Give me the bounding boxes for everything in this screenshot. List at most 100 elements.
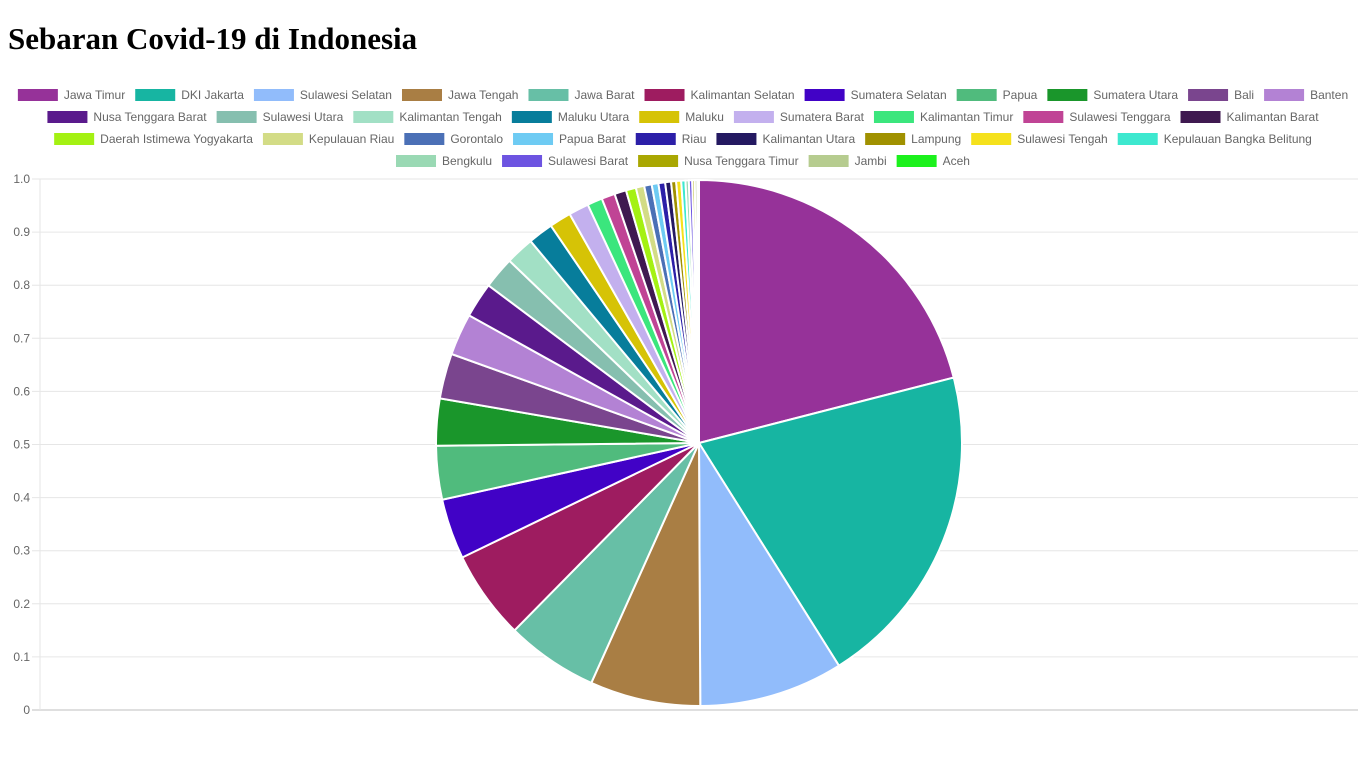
legend-label: Bali (1234, 88, 1254, 102)
legend-swatch (638, 155, 679, 167)
legend-item-sulawesi-utara[interactable]: Sulawesi Utara (216, 110, 344, 124)
legend-label: Maluku Utara (558, 110, 630, 124)
legend-label: Jawa Tengah (448, 88, 519, 102)
y-tick-label: 0.8 (13, 278, 30, 292)
legend-label: Kalimantan Timur (920, 110, 1013, 124)
legend-swatch (1180, 111, 1221, 123)
legend-swatch (353, 111, 394, 123)
legend-swatch (1117, 133, 1158, 145)
legend-swatch (635, 133, 676, 145)
legend-item-kepulauan-bangka-belitung[interactable]: Kepulauan Bangka Belitung (1117, 132, 1312, 146)
pie-slice-aceh[interactable] (696, 178, 700, 444)
legend-item-jawa-timur[interactable]: Jawa Timur (17, 88, 125, 102)
y-tick-label: 0.9 (13, 225, 30, 239)
legend-swatch (54, 133, 95, 145)
legend-item-kalimantan-selatan[interactable]: Kalimantan Selatan (644, 88, 795, 102)
legend-swatch (135, 89, 176, 101)
pie-slices (434, 178, 963, 708)
legend-swatch (644, 89, 685, 101)
legend-swatch (639, 111, 680, 123)
legend-label: Kalimantan Tengah (399, 110, 502, 124)
legend-item-sulawesi-tenggara[interactable]: Sulawesi Tenggara (1023, 110, 1171, 124)
legend-item-kalimantan-tengah[interactable]: Kalimantan Tengah (353, 110, 502, 124)
legend-label: Sumatera Barat (780, 110, 865, 124)
legend-swatch (1264, 89, 1305, 101)
legend-swatch (216, 111, 257, 123)
legend-swatch (1023, 111, 1064, 123)
legend-item-jawa-tengah[interactable]: Jawa Tengah (401, 88, 519, 102)
legend-swatch (733, 111, 774, 123)
legend-item-kepulauan-riau[interactable]: Kepulauan Riau (262, 132, 394, 146)
y-tick-label: 0.4 (13, 491, 30, 505)
legend-label: Banten (1310, 88, 1348, 102)
legend-item-nusa-tenggara-timur[interactable]: Nusa Tenggara Timur (638, 154, 799, 168)
legend-item-daerah-istimewa-yogyakarta[interactable]: Daerah Istimewa Yogyakarta (54, 132, 253, 146)
legend-item-sumatera-utara[interactable]: Sumatera Utara (1047, 88, 1178, 102)
legend-item-maluku[interactable]: Maluku (639, 110, 724, 124)
legend-label: Sulawesi Utara (263, 110, 344, 124)
legend-item-kalimantan-timur[interactable]: Kalimantan Timur (873, 110, 1013, 124)
legend-label: Sulawesi Tenggara (1069, 110, 1171, 124)
legend-swatch (17, 89, 58, 101)
legend-item-jawa-barat[interactable]: Jawa Barat (528, 88, 635, 102)
legend-label: Bengkulu (442, 154, 492, 168)
legend-label: Nusa Tenggara Barat (93, 110, 207, 124)
pie-slice-sulawesi-selatan[interactable] (697, 439, 841, 708)
legend-item-gorontalo[interactable]: Gorontalo (404, 132, 503, 146)
legend-item-maluku-utara[interactable]: Maluku Utara (511, 110, 630, 124)
page-title: Sebaran Covid-19 di Indonesia (8, 21, 418, 56)
legend-swatch (971, 133, 1012, 145)
legend-label: Jambi (855, 154, 887, 168)
legend-item-sumatera-selatan[interactable]: Sumatera Selatan (804, 88, 947, 102)
legend-item-papua[interactable]: Papua (956, 88, 1038, 102)
legend-label: Jawa Barat (574, 88, 635, 102)
pie-slice-jawa-timur[interactable] (698, 178, 955, 445)
legend-swatch (401, 89, 442, 101)
y-tick-label: 0.7 (13, 331, 30, 345)
legend-label: Jawa Timur (64, 88, 125, 102)
legend-swatch (253, 89, 294, 101)
y-tick-label: 0.1 (13, 650, 30, 664)
legend-label: Sulawesi Tengah (1017, 132, 1108, 146)
legend-label: Lampung (911, 132, 961, 146)
legend-swatch (513, 133, 554, 145)
legend-label: Gorontalo (450, 132, 503, 146)
legend-item-sumatera-barat[interactable]: Sumatera Barat (733, 110, 865, 124)
legend-label: Sulawesi Barat (548, 154, 629, 168)
legend-item-sulawesi-barat[interactable]: Sulawesi Barat (502, 154, 629, 168)
pie-slice-jawa-tengah[interactable] (589, 442, 702, 708)
legend-swatch (873, 111, 914, 123)
legend-swatch (396, 155, 437, 167)
legend-label: DKI Jakarta (181, 88, 244, 102)
legend-item-banten[interactable]: Banten (1264, 88, 1348, 102)
pie-slice-dki-jakarta[interactable] (697, 376, 963, 668)
legend-item-dki-jakarta[interactable]: DKI Jakarta (135, 88, 244, 102)
pie-chart: Jawa Timur DKI Jakarta Sulawesi Selatan Jaw… (13, 88, 1358, 717)
legend-label: Kalimantan Barat (1227, 110, 1320, 124)
legend-item-aceh[interactable]: Aceh (896, 154, 970, 168)
legend-label: Nusa Tenggara Timur (684, 154, 799, 168)
legend-item-jambi[interactable]: Jambi (808, 154, 887, 168)
legend-item-lampung[interactable]: Lampung (865, 132, 961, 146)
legend-swatch (896, 155, 937, 167)
legend-item-papua-barat[interactable]: Papua Barat (513, 132, 626, 146)
y-axis-ticks: 0 0.1 0.2 0.3 0.4 0.5 0.6 0.7 0.8 0.9 1.0 (13, 172, 30, 717)
legend-item-riau[interactable]: Riau (635, 132, 707, 146)
legend-swatch (528, 89, 569, 101)
legend-item-nusa-tenggara-barat[interactable]: Nusa Tenggara Barat (47, 110, 207, 124)
legend-swatch (865, 133, 906, 145)
legend-label: Sumatera Utara (1093, 88, 1178, 102)
legend-swatch (808, 155, 849, 167)
legend-item-sulawesi-tengah[interactable]: Sulawesi Tengah (971, 132, 1108, 146)
y-tick-label: 0.5 (13, 438, 30, 452)
legend-swatch (511, 111, 552, 123)
legend-label: Maluku (685, 110, 724, 124)
legend-item-kalimantan-barat[interactable]: Kalimantan Barat (1180, 110, 1320, 124)
legend-item-bengkulu[interactable]: Bengkulu (396, 154, 492, 168)
legend-swatch (404, 133, 445, 145)
legend-label: Sumatera Selatan (851, 88, 947, 102)
legend-item-sulawesi-selatan[interactable]: Sulawesi Selatan (253, 88, 392, 102)
legend-item-bali[interactable]: Bali (1188, 88, 1254, 102)
legend-swatch (262, 133, 303, 145)
legend-item-kalimantan-utara[interactable]: Kalimantan Utara (716, 132, 855, 146)
